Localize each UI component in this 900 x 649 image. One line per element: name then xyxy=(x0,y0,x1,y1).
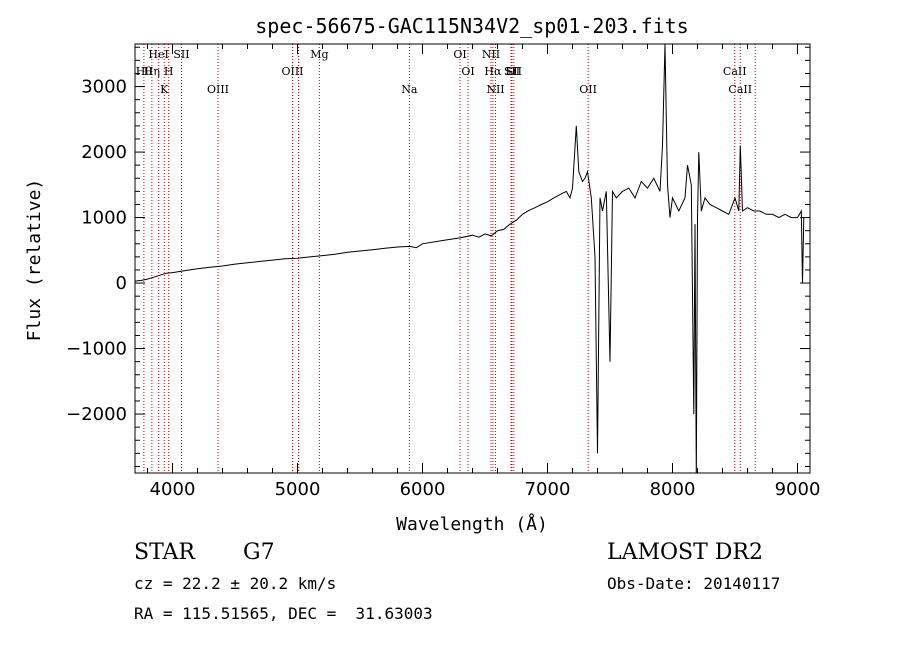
line-label: Hη xyxy=(144,65,160,78)
line-label: Na xyxy=(401,83,418,96)
y-axis-label: Flux (relative) xyxy=(24,179,45,342)
line-label: SII xyxy=(506,65,522,78)
line-label: Hθ xyxy=(136,65,153,78)
x-tick-label: 8000 xyxy=(650,479,696,500)
line-label: OIII xyxy=(207,83,229,96)
spectrum-chart: 4000 5000 6000 7000 8000 9000 −2000 −1000 0 1000 2… xyxy=(24,14,820,535)
line-label: CaII xyxy=(728,83,752,96)
line-labels: HθHηHeIKHSIIOIIIOIIIMgNaOIOINIIHαNIILiSI… xyxy=(136,48,752,96)
line-label: K xyxy=(160,83,169,96)
line-label: Li xyxy=(506,65,517,78)
object-subclass: G7 xyxy=(243,540,275,565)
object-class: STAR xyxy=(134,540,195,565)
y-tick-label: 3000 xyxy=(81,77,127,98)
line-label: NII xyxy=(486,83,504,96)
spectrum-line xyxy=(135,44,805,473)
survey-name: LAMOST DR2 xyxy=(607,540,763,565)
line-label: Hα xyxy=(484,65,502,78)
y-tick-label: −2000 xyxy=(66,404,127,425)
line-label: OI xyxy=(461,65,474,78)
line-label: CaII xyxy=(723,65,747,78)
chart-title: spec-56675-GAC115N34V2_sp01-203.fits xyxy=(255,14,688,38)
x-tick-label: 5000 xyxy=(275,479,321,500)
line-label: SII xyxy=(173,48,189,61)
redshift-value: cz = 22.2 ± 20.2 km/s xyxy=(134,574,337,593)
line-label: SII xyxy=(504,65,520,78)
x-tick-label: 7000 xyxy=(525,479,571,500)
y-tick-label: 2000 xyxy=(81,142,127,163)
y-tick-label: −1000 xyxy=(66,339,127,360)
y-tick-label: 0 xyxy=(116,273,127,294)
line-label: OII xyxy=(579,83,597,96)
line-markers xyxy=(143,44,756,473)
x-tick-label: 9000 xyxy=(775,479,821,500)
x-tick-label: 4000 xyxy=(150,479,196,500)
line-label: HeI xyxy=(148,48,168,61)
line-label: Mg xyxy=(310,48,328,61)
spectrum-series xyxy=(135,44,805,473)
x-axis-label: Wavelength (Å) xyxy=(396,513,548,535)
x-tick-label: 6000 xyxy=(400,479,446,500)
y-tick-label: 1000 xyxy=(81,208,127,229)
axis-ticks: 4000 5000 6000 7000 8000 9000 −2000 −1000 0 1000 2… xyxy=(66,44,820,500)
line-label: H xyxy=(164,65,174,78)
line-label: OIII xyxy=(281,65,303,78)
coordinates: RA = 115.51565, DEC = 31.63003 xyxy=(134,604,433,623)
line-label: NII xyxy=(482,48,500,61)
line-label: OI xyxy=(453,48,466,61)
obs-date: Obs-Date: 20140117 xyxy=(607,574,781,593)
plot-frame xyxy=(134,43,811,474)
